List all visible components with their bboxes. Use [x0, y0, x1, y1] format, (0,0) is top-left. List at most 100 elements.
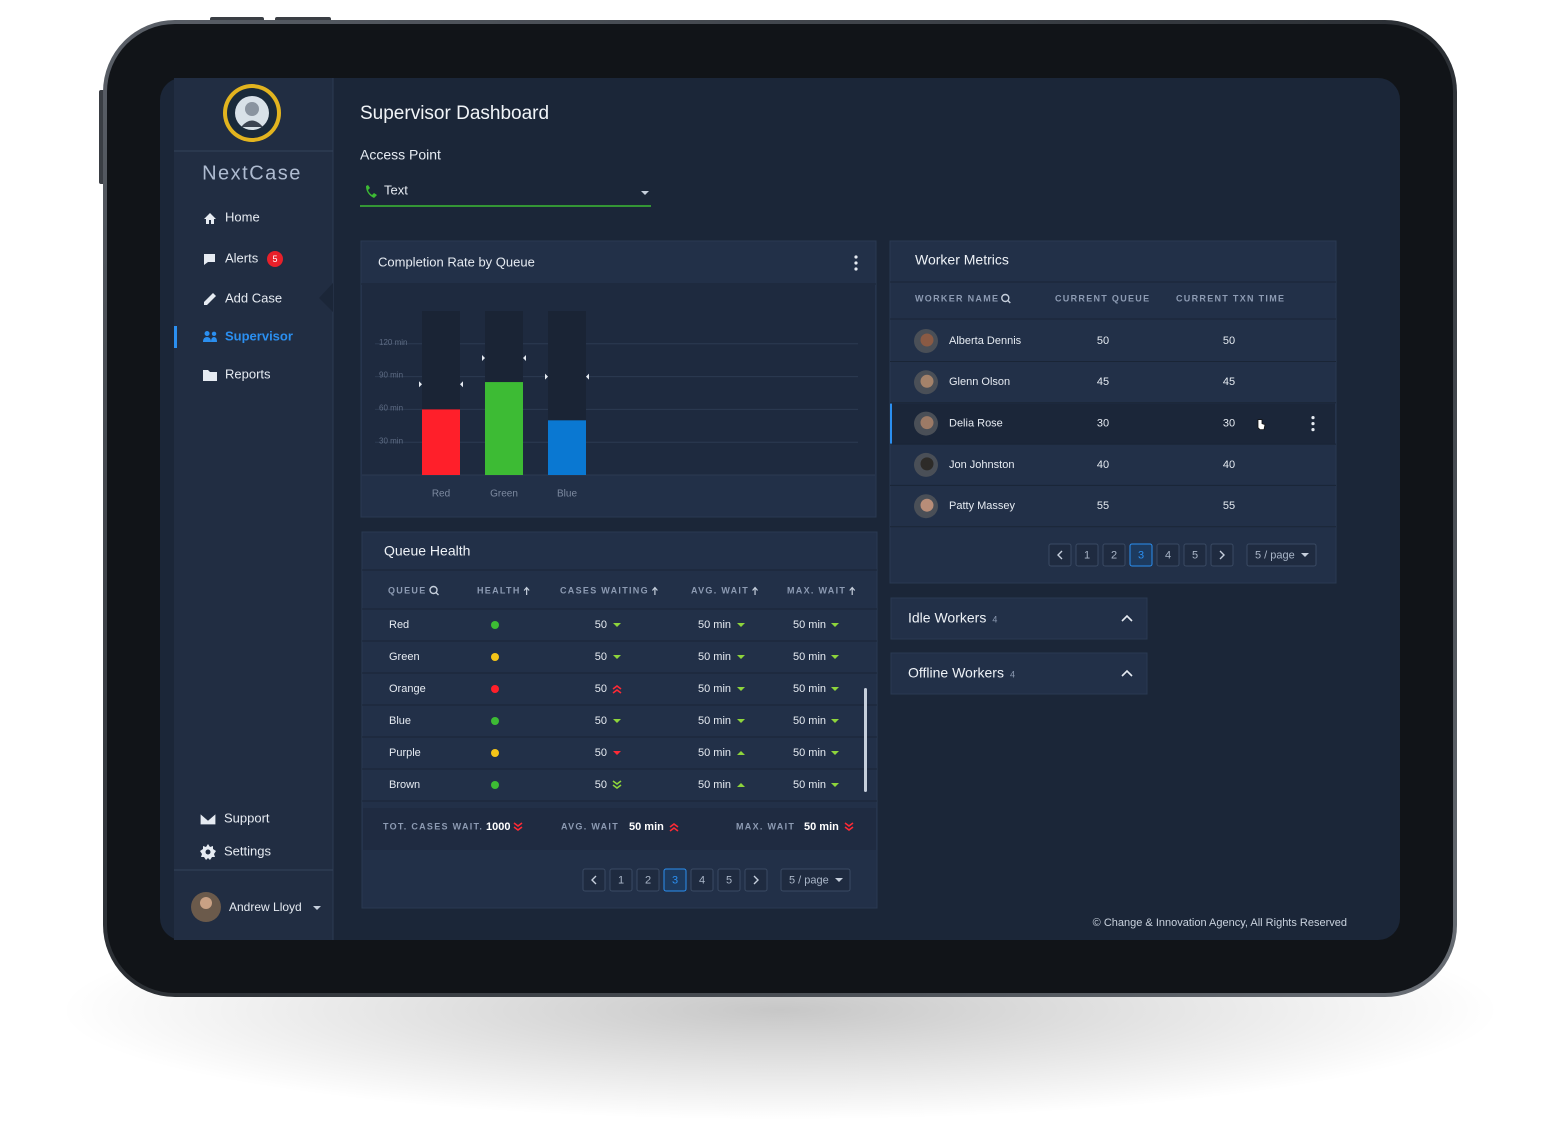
page-number: 2 — [645, 874, 651, 886]
page-button[interactable] — [1075, 543, 1099, 567]
nav-item[interactable]: Add Case — [204, 290, 282, 305]
chevron — [1121, 614, 1133, 622]
nav-item[interactable]: Support — [199, 810, 270, 826]
worker-row[interactable]: Glenn Olson 45 45 — [890, 370, 1336, 404]
page-button[interactable] — [1048, 543, 1072, 567]
next-icon — [1219, 550, 1225, 560]
collapsible-panel[interactable]: Idle Workers 4 — [890, 597, 1148, 640]
page-button[interactable] — [1129, 543, 1153, 567]
worker-row[interactable]: Delia Rose 30 30 — [890, 403, 1336, 445]
total-label: TOT. CASES WAIT. — [383, 821, 483, 831]
trend-icon — [513, 822, 523, 831]
max-wait: 50 min — [793, 619, 826, 631]
user-name: Andrew Lloyd — [229, 900, 302, 914]
menu-dot[interactable] — [1311, 428, 1315, 432]
total-value: 50 min — [629, 821, 664, 833]
avg-wait: 50 min — [698, 747, 731, 759]
page-button[interactable] — [663, 868, 687, 892]
page-button[interactable] — [609, 868, 633, 892]
health-dot — [491, 685, 499, 693]
nav-label: Reports — [225, 366, 271, 381]
copyright: © Change & Innovation Agency, All Rights… — [1093, 917, 1347, 929]
nav-icon — [199, 812, 217, 826]
caret — [641, 191, 649, 195]
caret — [1301, 553, 1309, 557]
sort-icon[interactable] — [651, 586, 658, 596]
page-number: 4 — [1165, 549, 1171, 561]
card-title: Worker Metrics — [915, 252, 1009, 268]
nav-item[interactable]: Home — [204, 209, 260, 224]
nav-item[interactable]: Supervisor — [174, 326, 293, 348]
trend-icon — [831, 719, 839, 723]
access-point-select[interactable]: Text — [360, 182, 651, 207]
total-label: MAX. WAIT — [736, 821, 795, 831]
page-button[interactable] — [1156, 543, 1180, 567]
queue-name: Orange — [389, 683, 426, 695]
trend-icon — [737, 783, 745, 787]
worker-avatar-face — [920, 457, 934, 471]
cases-waiting: 50 — [595, 651, 607, 663]
page-button[interactable] — [636, 868, 660, 892]
user-menu[interactable]: Andrew Lloyd — [191, 892, 321, 922]
avg-wait: 50 min — [698, 715, 731, 727]
health-dot — [491, 621, 499, 629]
page-button[interactable] — [690, 868, 714, 892]
collapsible-panel[interactable]: Offline Workers 4 — [890, 652, 1148, 695]
sort-icon[interactable] — [752, 586, 759, 596]
sort-icon[interactable] — [523, 586, 530, 596]
page-number: 1 — [618, 874, 624, 886]
sort-icon[interactable] — [849, 586, 856, 596]
current-queue: 55 — [1097, 500, 1109, 512]
current-txn-time: 45 — [1223, 376, 1235, 388]
prev-icon — [591, 875, 597, 885]
queue-name: Brown — [389, 779, 420, 791]
page-button[interactable] — [717, 868, 741, 892]
page-size: 5 / page — [1255, 549, 1295, 561]
avg-wait: 50 min — [698, 651, 731, 663]
page-number: 4 — [699, 874, 705, 886]
trend-icon — [612, 780, 622, 789]
worker-row[interactable]: Jon Johnston 40 40 — [890, 452, 1336, 486]
trend-icon — [737, 623, 745, 627]
health-dot — [491, 749, 499, 757]
panel-title: Idle Workers — [908, 610, 986, 626]
worker-row[interactable]: Patty Massey 55 55 — [890, 494, 1336, 528]
search-icon — [435, 592, 440, 596]
x-tick-label: Red — [432, 489, 450, 500]
x-tick-label: Green — [490, 489, 518, 500]
menu-dot[interactable] — [854, 261, 858, 265]
trend-icon — [831, 655, 839, 659]
trend-icon — [737, 687, 745, 691]
page-title: Supervisor Dashboard — [360, 103, 549, 124]
menu-dot[interactable] — [854, 255, 858, 259]
scrollbar[interactable] — [864, 688, 867, 792]
menu-dot[interactable] — [854, 267, 858, 271]
nav-item[interactable]: Reports — [203, 366, 271, 381]
search-icon[interactable] — [1001, 293, 1010, 303]
current-txn-time: 50 — [1223, 335, 1235, 347]
page-button[interactable] — [1246, 543, 1317, 567]
trend-icon — [831, 623, 839, 627]
page-button[interactable] — [1183, 543, 1207, 567]
nav-item[interactable]: Settings — [200, 843, 271, 860]
bar — [485, 382, 523, 475]
search-icon[interactable] — [429, 585, 438, 595]
cases-waiting: 50 — [595, 715, 607, 727]
page-button[interactable] — [1210, 543, 1234, 567]
y-tick-label: 120 min — [379, 338, 407, 347]
queue-name: Blue — [389, 715, 411, 727]
worker-row[interactable]: Alberta Dennis 50 50 — [890, 329, 1336, 362]
menu-dot[interactable] — [1311, 422, 1315, 426]
page-button[interactable] — [1102, 543, 1126, 567]
total-label: AVG. WAIT — [561, 821, 619, 831]
page-button[interactable] — [582, 868, 606, 892]
trend-icon — [612, 685, 622, 694]
worker-name: Alberta Dennis — [949, 335, 1022, 347]
cases-waiting: 50 — [595, 747, 607, 759]
column-header: CURRENT QUEUE — [1055, 293, 1150, 303]
menu-dot[interactable] — [1311, 416, 1315, 420]
page-button[interactable] — [780, 868, 851, 892]
nav-icon — [203, 331, 217, 342]
nav-item[interactable]: Alerts 5 — [204, 250, 283, 267]
page-button[interactable] — [744, 868, 768, 892]
